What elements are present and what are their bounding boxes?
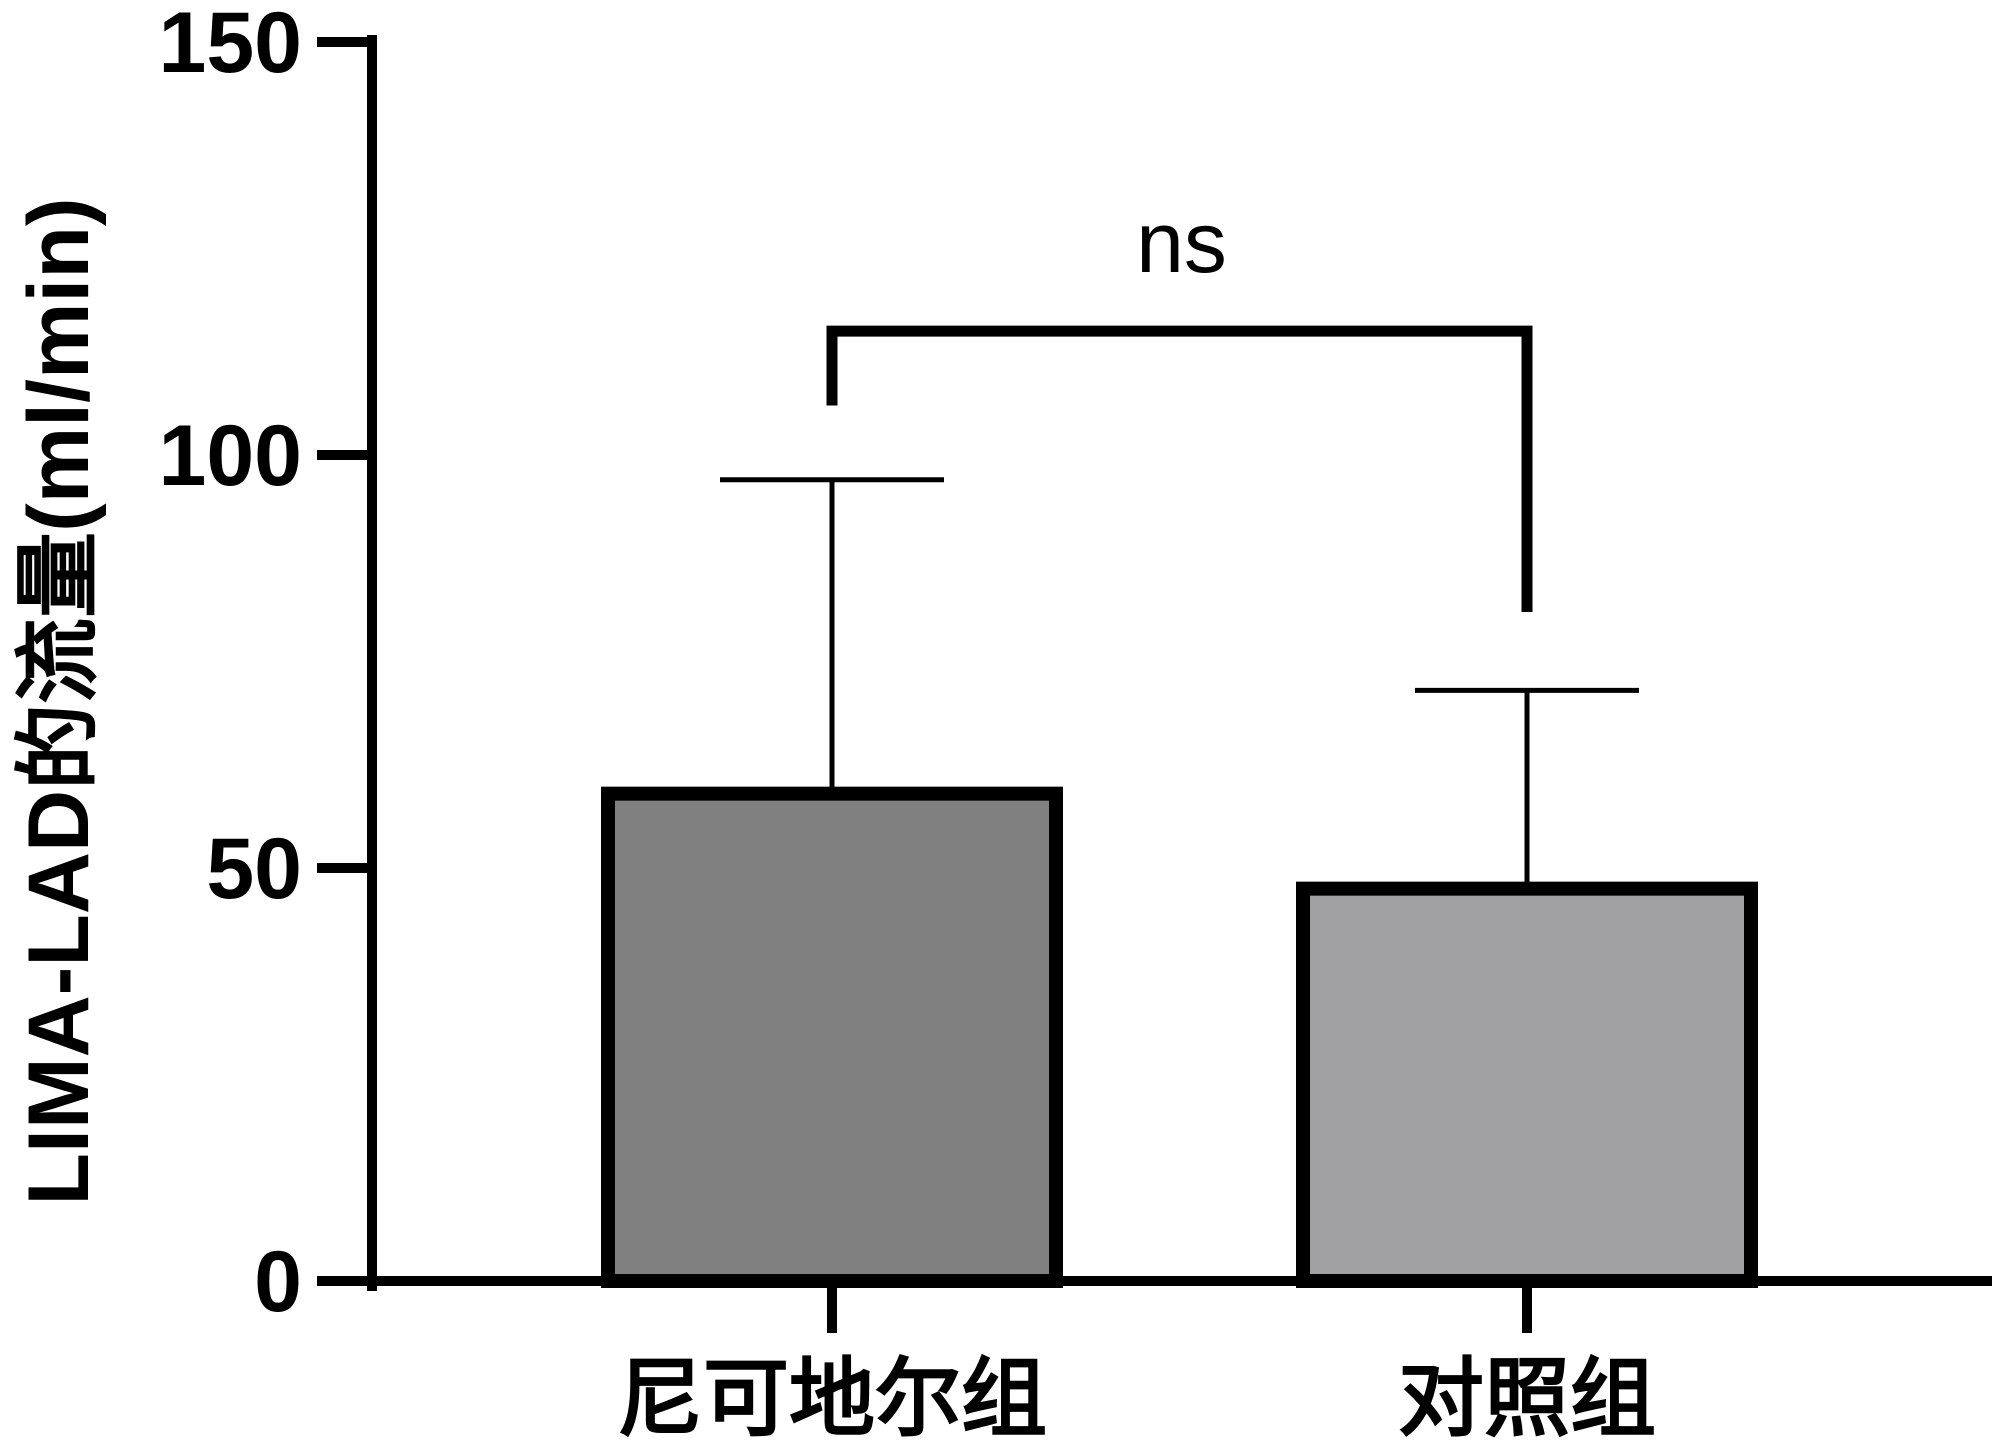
significance-annotation: ns (826, 195, 1533, 612)
error-bars (720, 477, 1639, 889)
y-axis-title: LIMA-LAD的流量(ml/min) (11, 198, 107, 1206)
bar-1 (601, 786, 1063, 1288)
axis-labels: 0 50 100 150 尼可地尔组 对照组 LIMA-LAD的流量(ml/min) (11, 0, 1656, 1447)
significance-label: ns (1136, 195, 1227, 291)
bar-2 (1296, 881, 1758, 1289)
y-tick-label: 0 (254, 1234, 302, 1330)
x-tick-label: 对照组 (1398, 1351, 1656, 1442)
bars (601, 786, 1758, 1289)
y-tick-label: 50 (206, 821, 302, 917)
y-tick-label: 150 (159, 0, 303, 91)
significance-bracket (826, 325, 1533, 612)
y-tick-label: 100 (159, 408, 303, 504)
x-tick-label: 尼可地尔组 (617, 1351, 1047, 1442)
